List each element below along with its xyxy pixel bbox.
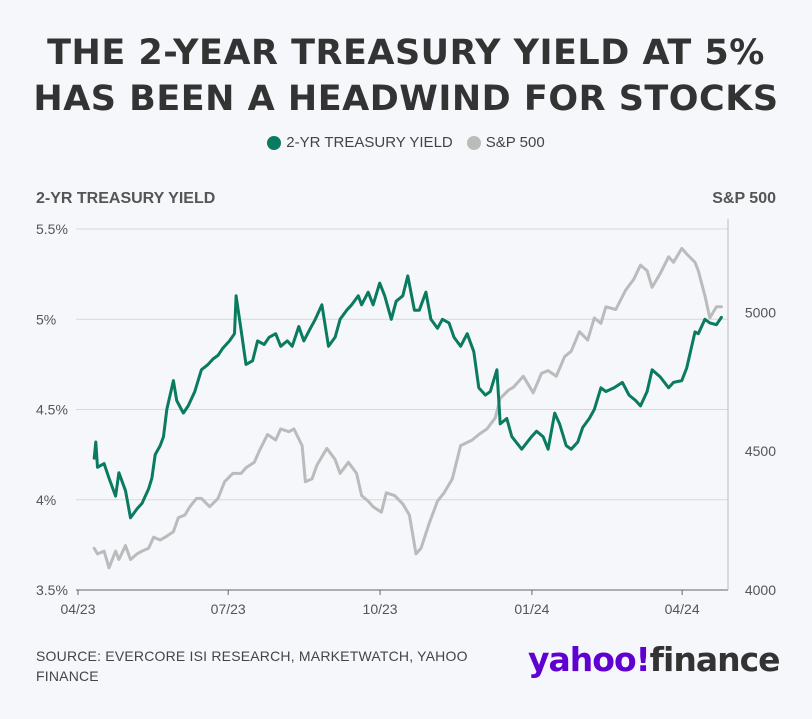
x-tick-label: 07/23: [211, 601, 246, 617]
y-left-tick-label: 4%: [36, 492, 56, 508]
legend-dot-sp500: [466, 135, 481, 150]
x-tick-label: 04/23: [60, 601, 95, 617]
source-note: SOURCE: EVERCORE ISI RESEARCH, MARKETWAT…: [36, 648, 468, 684]
y-left-tick-label: 5%: [36, 311, 56, 327]
legend-item-sp500: S&P 500: [466, 134, 545, 151]
y-left-tick-label: 5.5%: [36, 221, 68, 237]
logo-brand: yahoo!: [528, 640, 651, 679]
y-left-tick-label: 3.5%: [36, 582, 68, 598]
y-right-tick-label: 4500: [745, 443, 776, 459]
x-tick-label: 01/24: [514, 601, 549, 617]
x-tick-label: 04/24: [665, 601, 700, 617]
logo-product: finance: [649, 640, 781, 679]
series-line-sp500: [92, 246, 723, 570]
x-tick-label: 10/23: [363, 601, 398, 617]
yahoo-finance-logo: yahoo!finance: [528, 640, 781, 679]
y-right-tick-label: 4000: [745, 582, 776, 598]
legend-label-sp500: S&P 500: [485, 134, 545, 151]
y-left-tick-label: 4.5%: [36, 402, 68, 418]
series-line-yield: [92, 274, 723, 520]
title-line-1: THE 2-YEAR TREASURY YIELD AT 5%: [47, 33, 765, 73]
legend-label-yield: 2-YR TREASURY YIELD: [286, 134, 453, 151]
y-right-tick-label: 5000: [745, 304, 776, 320]
right-axis-title: S&P 500: [712, 190, 776, 207]
legend-item-yield: 2-YR TREASURY YIELD: [267, 134, 453, 151]
legend: 2-YR TREASURY YIELD S&P 500: [0, 134, 812, 151]
left-axis-title: 2-YR TREASURY YIELD: [36, 190, 216, 207]
chart-title: THE 2-YEAR TREASURY YIELD AT 5% HAS BEEN…: [0, 30, 812, 122]
legend-dot-yield: [267, 135, 282, 150]
title-line-2: HAS BEEN A HEADWIND FOR STOCKS: [33, 79, 779, 119]
